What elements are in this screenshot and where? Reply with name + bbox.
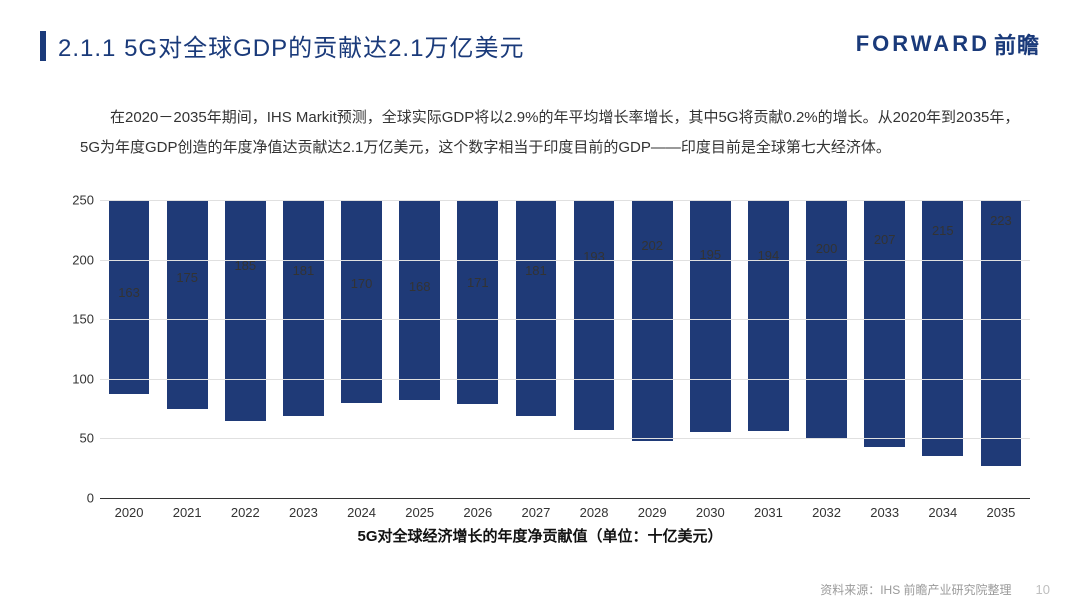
logo-latin: FORWARD: [856, 31, 990, 57]
x-tick-label: 2026: [463, 505, 492, 520]
gridline: [100, 319, 1030, 320]
x-tick-label: 2033: [870, 505, 899, 520]
x-tick-label: 2022: [231, 505, 260, 520]
page-number: 10: [1036, 582, 1050, 597]
bar-value-label: 215: [932, 223, 954, 238]
chart-plot-area: 1632020175202118520221812023170202416820…: [100, 200, 1030, 498]
logo-cn: 前瞻: [994, 28, 1040, 60]
brand-logo: FORWARD 前瞻: [856, 28, 1040, 60]
bar-value-label: 185: [234, 258, 256, 273]
y-tick-label: 250: [60, 193, 94, 208]
section-number: 2.1.1: [58, 35, 116, 62]
bar-rect: [457, 200, 498, 404]
bar-rect: [748, 200, 789, 431]
bar-value-label: 207: [874, 232, 896, 247]
x-tick-label: 2031: [754, 505, 783, 520]
gridline: [100, 260, 1030, 261]
bar-value-label: 175: [176, 270, 198, 285]
y-tick-label: 150: [60, 312, 94, 327]
bar-rect: [283, 200, 324, 416]
title-text: 5G对全球GDP的贡献达2.1万亿美元: [124, 35, 524, 62]
x-tick-label: 2035: [986, 505, 1015, 520]
title-accent-bar: [40, 31, 46, 61]
x-tick-label: 2023: [289, 505, 318, 520]
bar-value-label: 181: [293, 263, 315, 278]
bar-value-label: 223: [990, 213, 1012, 228]
bar-column: 1852022: [216, 200, 274, 498]
bar-value-label: 193: [583, 249, 605, 264]
x-tick-label: 2020: [115, 505, 144, 520]
y-tick-label: 50: [60, 431, 94, 446]
page-title: 2.1.1 5G对全球GDP的贡献达2.1万亿美元: [58, 28, 524, 63]
bar-rect: [516, 200, 557, 416]
x-axis-title: 5G对全球经济增长的年度净贡献值（单位：十亿美元）: [40, 525, 1040, 546]
bar-column: 1712026: [449, 200, 507, 498]
slide-footer: 资料来源：IHS 前瞻产业研究院整理 10: [820, 581, 1050, 598]
gridline: [100, 200, 1030, 201]
bar-rect: [341, 200, 382, 403]
bar-column: 1952030: [681, 200, 739, 498]
bar-rect: [690, 200, 731, 432]
body-paragraph: 在2020－2035年期间，IHS Markit预测，全球实际GDP将以2.9%…: [0, 63, 1080, 163]
bar-column: 1932028: [565, 200, 623, 498]
x-tick-label: 2030: [696, 505, 725, 520]
bar-column: 2002032: [798, 200, 856, 498]
x-tick-label: 2028: [580, 505, 609, 520]
bar-rect: [225, 200, 266, 421]
gdp-contribution-chart: 1632020175202118520221812023170202416820…: [40, 200, 1040, 558]
bar-value-label: 181: [525, 263, 547, 278]
bar-column: 1942031: [739, 200, 797, 498]
bar-column: 1812027: [507, 200, 565, 498]
gridline: [100, 438, 1030, 439]
x-tick-label: 2034: [928, 505, 957, 520]
x-tick-label: 2021: [173, 505, 202, 520]
bar-column: 2072033: [856, 200, 914, 498]
bar-column: 1812023: [274, 200, 332, 498]
bar-column: 1632020: [100, 200, 158, 498]
gridline: [100, 498, 1030, 499]
bar-rect: [399, 200, 440, 400]
bar-rect: [922, 200, 963, 456]
bar-column: 2152034: [914, 200, 972, 498]
bar-column: 1682025: [391, 200, 449, 498]
bar-value-label: 170: [351, 276, 373, 291]
bar-value-label: 200: [816, 241, 838, 256]
bar-column: 2022029: [623, 200, 681, 498]
bar-value-label: 163: [118, 285, 140, 300]
title-block: 2.1.1 5G对全球GDP的贡献达2.1万亿美元: [40, 28, 524, 63]
bar-series: 1632020175202118520221812023170202416820…: [100, 200, 1030, 498]
bar-rect: [632, 200, 673, 441]
y-tick-label: 100: [60, 371, 94, 386]
bar-column: 2232035: [972, 200, 1030, 498]
bar-rect: [167, 200, 208, 409]
bar-rect: [981, 200, 1022, 466]
bar-column: 1752021: [158, 200, 216, 498]
bar-value-label: 202: [641, 238, 663, 253]
y-tick-label: 0: [60, 491, 94, 506]
slide-header: 2.1.1 5G对全球GDP的贡献达2.1万亿美元 FORWARD 前瞻: [0, 0, 1080, 63]
x-tick-label: 2024: [347, 505, 376, 520]
gridline: [100, 379, 1030, 380]
x-tick-label: 2027: [521, 505, 550, 520]
x-tick-label: 2025: [405, 505, 434, 520]
x-tick-label: 2029: [638, 505, 667, 520]
bar-value-label: 171: [467, 275, 489, 290]
source-text: 资料来源：IHS 前瞻产业研究院整理: [820, 581, 1011, 598]
bar-value-label: 168: [409, 279, 431, 294]
bar-rect: [574, 200, 615, 430]
bar-column: 1702024: [333, 200, 391, 498]
y-tick-label: 200: [60, 252, 94, 267]
x-tick-label: 2032: [812, 505, 841, 520]
